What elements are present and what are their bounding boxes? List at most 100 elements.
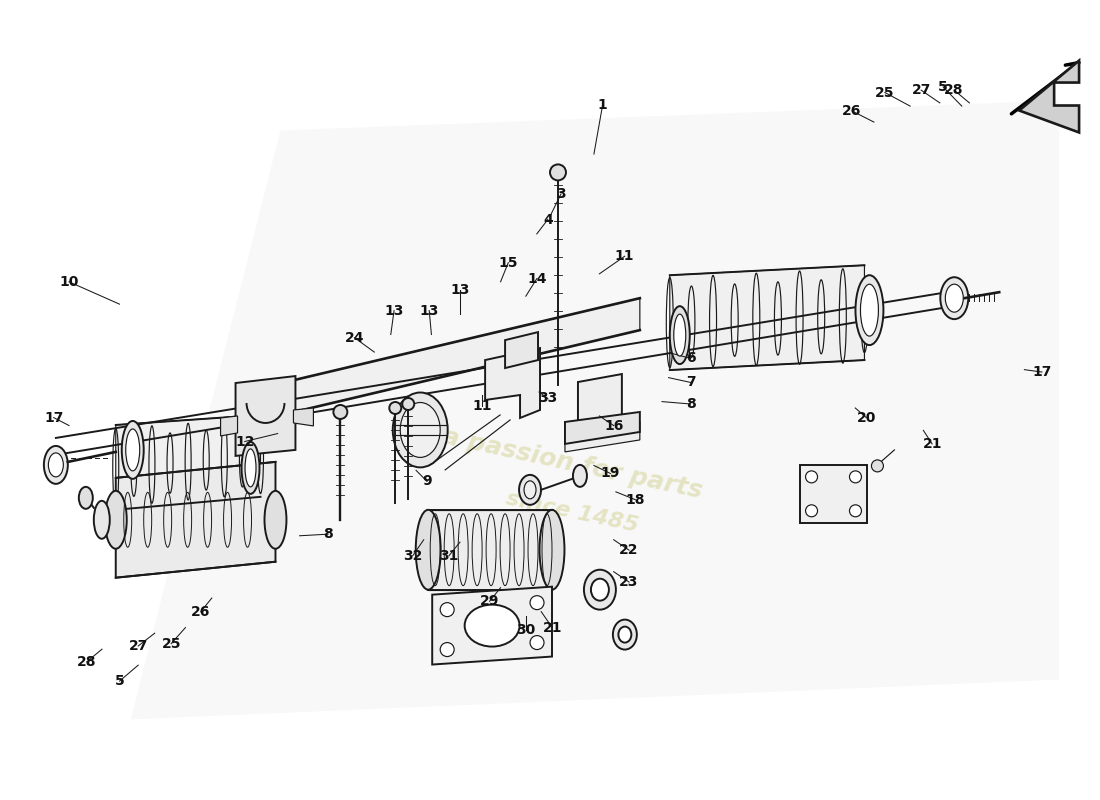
Text: 31: 31 <box>439 549 459 562</box>
Text: 25: 25 <box>162 637 180 650</box>
Ellipse shape <box>48 453 64 477</box>
Text: 27: 27 <box>129 639 147 653</box>
Text: a passion for parts: a passion for parts <box>440 425 704 503</box>
Ellipse shape <box>104 491 126 549</box>
Text: 1: 1 <box>597 98 607 111</box>
Text: 8: 8 <box>323 527 333 541</box>
Ellipse shape <box>613 620 637 650</box>
Polygon shape <box>221 416 238 436</box>
Polygon shape <box>261 298 640 420</box>
Ellipse shape <box>940 278 968 319</box>
Polygon shape <box>116 462 275 578</box>
Text: 7: 7 <box>685 375 695 390</box>
Text: 19: 19 <box>601 466 620 481</box>
Text: 27: 27 <box>912 83 931 97</box>
Text: 17: 17 <box>44 410 64 425</box>
Text: 26: 26 <box>843 104 861 118</box>
Text: 9: 9 <box>422 474 432 489</box>
Text: 20: 20 <box>857 410 876 425</box>
Ellipse shape <box>44 446 68 484</box>
Ellipse shape <box>550 165 566 180</box>
Circle shape <box>805 471 817 483</box>
Ellipse shape <box>539 510 564 590</box>
Ellipse shape <box>79 487 92 509</box>
Ellipse shape <box>403 398 415 410</box>
Text: 33: 33 <box>538 391 558 406</box>
Ellipse shape <box>860 284 879 336</box>
Ellipse shape <box>242 442 260 494</box>
Circle shape <box>849 471 861 483</box>
Ellipse shape <box>573 465 587 487</box>
Text: 13: 13 <box>384 303 404 318</box>
Circle shape <box>849 505 861 517</box>
Polygon shape <box>1020 61 1079 133</box>
Text: 24: 24 <box>344 330 364 345</box>
Polygon shape <box>428 510 552 590</box>
Ellipse shape <box>464 605 519 646</box>
Circle shape <box>871 460 883 472</box>
Text: 13: 13 <box>419 303 439 318</box>
Ellipse shape <box>618 626 631 642</box>
Text: 28: 28 <box>77 655 97 669</box>
Circle shape <box>440 642 454 657</box>
Text: 3: 3 <box>557 187 565 201</box>
Text: 15: 15 <box>498 256 518 270</box>
Ellipse shape <box>416 510 441 590</box>
Polygon shape <box>131 101 1059 719</box>
Text: 21: 21 <box>923 437 942 451</box>
Text: 11: 11 <box>472 399 492 414</box>
Text: 28: 28 <box>944 83 964 97</box>
Text: 18: 18 <box>626 493 646 507</box>
Ellipse shape <box>674 314 685 356</box>
Text: 5: 5 <box>114 674 124 688</box>
Text: 6: 6 <box>685 351 695 366</box>
Text: 11: 11 <box>615 250 635 263</box>
Ellipse shape <box>264 491 286 549</box>
Text: 23: 23 <box>619 575 639 589</box>
Polygon shape <box>670 266 865 370</box>
Ellipse shape <box>670 306 690 364</box>
Ellipse shape <box>393 393 448 467</box>
Text: 10: 10 <box>59 275 79 289</box>
Polygon shape <box>485 348 540 418</box>
Text: 14: 14 <box>527 272 547 286</box>
Ellipse shape <box>245 449 256 487</box>
Ellipse shape <box>94 501 110 538</box>
Text: 12: 12 <box>235 434 254 449</box>
Circle shape <box>530 596 544 610</box>
Ellipse shape <box>333 405 348 419</box>
Polygon shape <box>800 465 868 522</box>
Ellipse shape <box>591 578 609 601</box>
Circle shape <box>805 505 817 517</box>
Ellipse shape <box>125 429 140 471</box>
Text: 22: 22 <box>619 543 639 557</box>
Ellipse shape <box>524 481 536 499</box>
Ellipse shape <box>856 275 883 345</box>
Circle shape <box>530 635 544 650</box>
Text: 26: 26 <box>191 605 210 618</box>
Polygon shape <box>116 415 261 510</box>
Text: since 1485: since 1485 <box>504 488 640 536</box>
Polygon shape <box>294 408 313 426</box>
Text: 8: 8 <box>685 397 695 411</box>
Text: 32: 32 <box>403 549 422 562</box>
Polygon shape <box>235 376 296 456</box>
Text: 17: 17 <box>1032 365 1052 379</box>
Text: 29: 29 <box>480 594 499 608</box>
Text: 4: 4 <box>543 213 552 226</box>
Text: 16: 16 <box>604 418 624 433</box>
Text: 13: 13 <box>450 282 470 297</box>
Ellipse shape <box>122 421 144 479</box>
Ellipse shape <box>519 475 541 505</box>
Text: 5: 5 <box>938 80 948 94</box>
Ellipse shape <box>945 284 964 312</box>
Circle shape <box>440 602 454 617</box>
Ellipse shape <box>400 402 440 458</box>
Polygon shape <box>565 422 640 452</box>
Ellipse shape <box>389 402 402 414</box>
Polygon shape <box>432 586 552 665</box>
Polygon shape <box>565 412 640 444</box>
Text: 21: 21 <box>542 621 562 634</box>
Text: 25: 25 <box>876 86 894 99</box>
Ellipse shape <box>584 570 616 610</box>
